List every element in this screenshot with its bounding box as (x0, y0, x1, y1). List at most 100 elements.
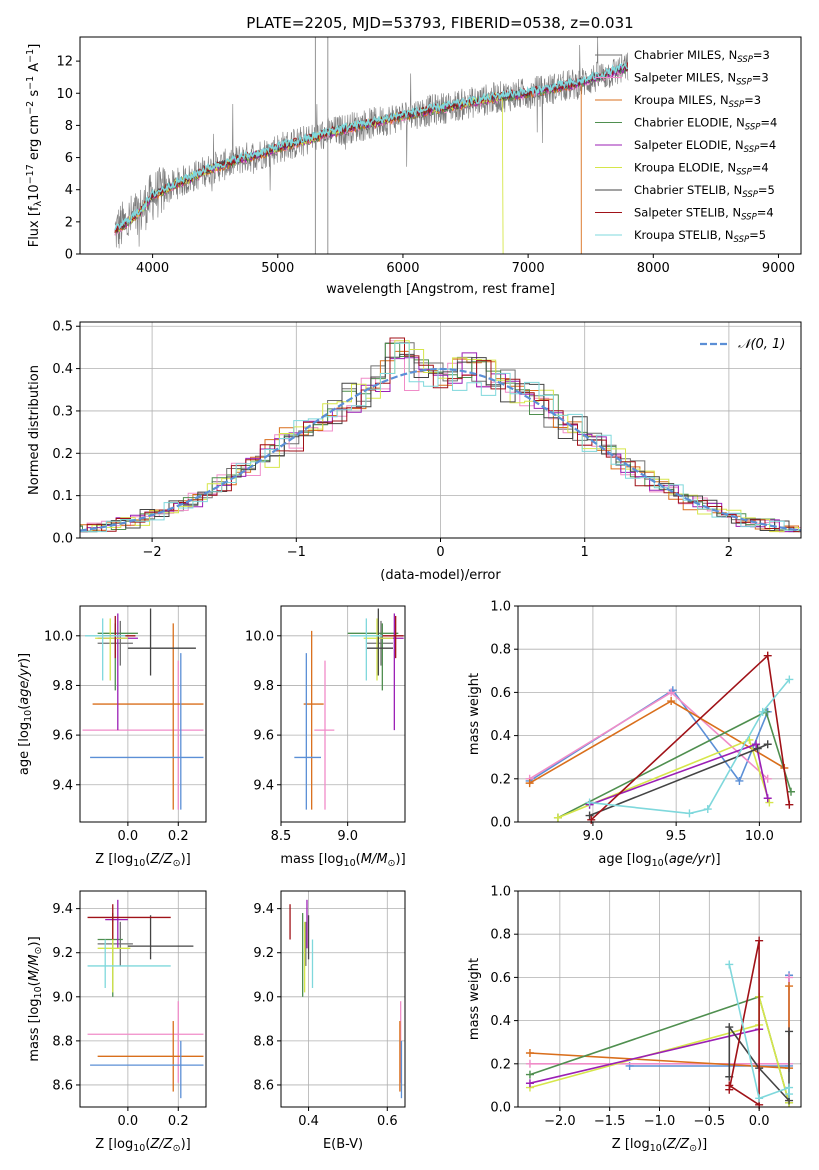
weight-series (728, 940, 760, 1107)
label-part: ⊙ (173, 1143, 181, 1154)
weight-point (785, 1027, 794, 1036)
x-tick-label: 0.6 (377, 1114, 398, 1129)
weight-point (785, 982, 794, 991)
y-tick-label: 0.1 (52, 489, 73, 504)
x-tick-label: −0.5 (694, 1114, 726, 1129)
label-part: age [log (598, 852, 651, 867)
legend-value: =3 (752, 71, 769, 85)
y-tick-label: 4 (65, 183, 73, 198)
y-tick-label: 10 (56, 87, 73, 102)
label-part: −2 (25, 101, 36, 115)
x-tick-label: 9.0 (337, 829, 358, 844)
label-part: )] (17, 653, 32, 663)
y-tick-label: 8.6 (52, 1078, 73, 1093)
legend-text: Salpeter ELODIE, N (634, 138, 744, 152)
weight-point (785, 675, 794, 684)
legend-text: Chabrier STELIB, N (634, 183, 742, 197)
weight-point (685, 809, 694, 818)
x-tick-label: 8000 (637, 261, 670, 276)
weight-point (585, 811, 594, 820)
label-part: ( (27, 981, 42, 986)
legend-label: Salpeter STELIB, NSSP=4 (634, 206, 774, 223)
x-tick-label: 0.4 (298, 1114, 319, 1129)
label-part: )] (181, 852, 191, 867)
label-part: ⊙ (388, 858, 396, 869)
label-part: mass [log (27, 998, 42, 1061)
weight-series (529, 1028, 760, 1084)
label-part: Z [log (612, 1137, 650, 1152)
y-axis-label: mass weight (467, 958, 482, 1040)
y-tick-label: 9.8 (52, 679, 73, 694)
legend-text: Salpeter STELIB, N (634, 206, 741, 220)
weight-point (785, 1090, 794, 1099)
data-layer (80, 37, 801, 1109)
y-tick-label: 0.4 (490, 1014, 511, 1029)
legend-label: Kroupa STELIB, NSSP=5 (634, 228, 766, 245)
label-part: (data-model)/error (380, 568, 501, 583)
y-tick-label: 10.0 (44, 629, 73, 644)
y-tick-label: 9.8 (253, 679, 274, 694)
label-part: 10 (344, 858, 356, 869)
y-tick-label: 8.6 (253, 1078, 274, 1093)
legend-sub: SSP (734, 235, 750, 245)
label-part: ⊙ (33, 947, 44, 955)
legend-label: 𝒩(0, 1) (738, 337, 785, 352)
x-tick-label: 9.5 (666, 829, 687, 844)
label-part: Normed distribution (27, 365, 42, 495)
y-axis-label: mass weight (467, 673, 482, 755)
legend-label: Salpeter MILES, NSSP=3 (634, 71, 769, 88)
weight-point (525, 1079, 534, 1088)
x-tick-label: −1.5 (594, 1114, 626, 1129)
label-part: E(B-V) (323, 1137, 363, 1152)
y-tick-label: 0.6 (490, 686, 511, 701)
model-spectrum (114, 62, 628, 231)
legend-text: Chabrier MILES, N (634, 48, 737, 62)
label-part: Flux [f (27, 206, 42, 247)
legend-value: =4 (757, 206, 774, 220)
legend-sub: SSP (736, 168, 752, 178)
x-tick-label: 0.0 (749, 1114, 770, 1129)
label-part: age/yr (17, 661, 32, 704)
y-tick-label: 6 (65, 151, 73, 166)
label-part: ( (145, 1137, 150, 1152)
legend-sub: SSP (729, 100, 745, 110)
legend-value: =3 (753, 48, 770, 62)
weight-point (763, 651, 772, 660)
y-tick-label: 9.4 (52, 778, 73, 793)
x-tick-label: 8.5 (271, 829, 292, 844)
label-part: 10 (133, 858, 145, 869)
y-tick-label: 0.4 (490, 729, 511, 744)
legend-sub: SSP (737, 55, 753, 65)
y-tick-label: 0.0 (52, 532, 73, 547)
label-part: ⊙ (173, 858, 181, 869)
y-tick-label: 2 (65, 215, 73, 230)
y-tick-label: 0.0 (490, 816, 511, 831)
residual-histogram (80, 337, 801, 533)
y-tick-label: 8.8 (253, 1034, 274, 1049)
label-part: age [log (17, 722, 32, 775)
x-tick-label: −1.0 (644, 1114, 676, 1129)
weight-point (585, 798, 594, 807)
residual-histogram (80, 353, 801, 533)
x-tick-label: 0.0 (118, 1114, 139, 1129)
legend-text: Kroupa ELODIE, N (634, 161, 736, 175)
weight-point (785, 800, 794, 809)
figure-title: PLATE=2205, MJD=53793, FIBERID=0538, z=0… (246, 14, 633, 32)
legend-label: Chabrier ELODIE, NSSP=4 (634, 116, 777, 133)
weight-point (755, 1094, 764, 1103)
label-part: −17 (25, 164, 36, 184)
weight-point (667, 697, 676, 706)
weight-point (763, 740, 772, 749)
y-tick-label: 10.0 (245, 629, 274, 644)
x-axis-label: Z [log10(Z/Z⊙)] (612, 1137, 707, 1154)
weight-point (735, 776, 744, 785)
age_vs_Z-frame (79, 605, 207, 823)
y-tick-label: 0.8 (490, 928, 511, 943)
x-axis-label: Z [log10(Z/Z⊙)] (95, 852, 190, 869)
weight-point (753, 744, 762, 753)
spectrum-frame (79, 36, 802, 255)
y-tick-label: 9.4 (253, 778, 274, 793)
label-part: )] (697, 1137, 707, 1152)
weight-point (667, 688, 676, 697)
